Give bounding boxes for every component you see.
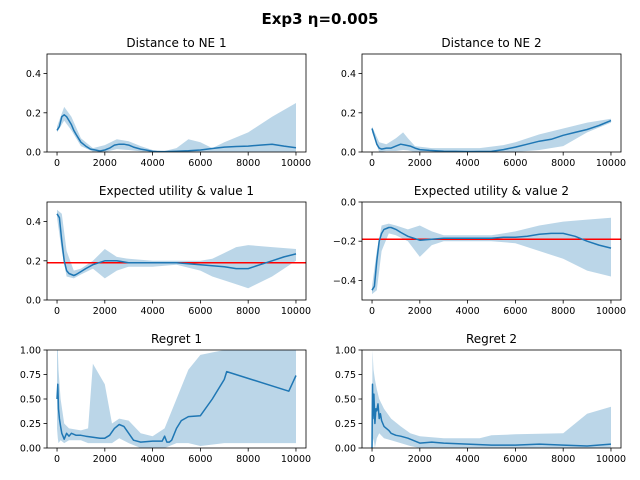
y-tick-label: 0.4 bbox=[341, 69, 356, 80]
subplot-4: 0 2000 4000 6000 8000 10000 −0.4 −0.2 0.0 Expecte… bbox=[333, 184, 626, 317]
x-tick-label: 0 bbox=[54, 158, 60, 169]
confidence-band bbox=[57, 103, 296, 152]
x-tick-label: 10000 bbox=[596, 306, 626, 317]
x-tick-label: 2000 bbox=[93, 454, 117, 465]
y-tick-label: 0.00 bbox=[20, 444, 41, 455]
subplot-title: Expected utility & value 2 bbox=[414, 184, 569, 198]
x-tick-label: 4000 bbox=[141, 158, 165, 169]
x-tick-label: 2000 bbox=[408, 454, 432, 465]
x-tick-label: 8000 bbox=[236, 158, 260, 169]
x-tick-label: 4000 bbox=[456, 454, 480, 465]
x-tick-label: 8000 bbox=[236, 454, 260, 465]
x-tick-label: 10000 bbox=[596, 454, 626, 465]
figure-title: Exp3 η=0.005 bbox=[261, 10, 378, 28]
confidence-band bbox=[372, 350, 611, 448]
y-tick-label: 0.2 bbox=[26, 108, 41, 119]
x-tick-label: 0 bbox=[369, 158, 375, 169]
series-line-mean bbox=[56, 213, 297, 277]
y-tick-label: −0.4 bbox=[333, 276, 356, 287]
y-tick-label: 1.00 bbox=[335, 346, 356, 357]
x-tick-label: 6000 bbox=[188, 454, 212, 465]
y-tick-label: 0.75 bbox=[335, 370, 356, 381]
confidence-band bbox=[372, 118, 611, 152]
x-tick-label: 2000 bbox=[93, 306, 117, 317]
series-line-mean bbox=[56, 114, 297, 152]
x-tick-label: 10000 bbox=[596, 158, 626, 169]
confidence-band bbox=[57, 209, 296, 289]
subplot-5: 0 2000 4000 6000 8000 10000 0.00 0.25 0.50 0.75 1.… bbox=[20, 332, 311, 465]
y-tick-label: 0.00 bbox=[335, 444, 356, 455]
x-tick-label: 6000 bbox=[503, 306, 527, 317]
x-tick-label: 6000 bbox=[188, 158, 212, 169]
y-tick-label: 0.50 bbox=[335, 395, 356, 406]
series-line-mean bbox=[56, 370, 297, 443]
x-tick-label: 8000 bbox=[236, 306, 260, 317]
subplot-title: Regret 2 bbox=[466, 332, 517, 346]
x-tick-label: 4000 bbox=[141, 306, 165, 317]
x-tick-label: 2000 bbox=[93, 158, 117, 169]
subplot-3: 0 2000 4000 6000 8000 10000 0.0 0.2 0.4 Expected … bbox=[26, 184, 311, 317]
axes-frame bbox=[361, 201, 622, 301]
x-tick-label: 6000 bbox=[503, 454, 527, 465]
y-tick-label: 0.25 bbox=[20, 419, 41, 430]
y-tick-label: 0.4 bbox=[26, 217, 41, 228]
confidence-band bbox=[57, 350, 296, 448]
axes-frame bbox=[46, 53, 307, 153]
subplot-title: Distance to NE 1 bbox=[126, 36, 226, 50]
subplot-6: 0 2000 4000 6000 8000 10000 0.00 0.25 0.50 0.75 1.… bbox=[335, 332, 626, 465]
y-tick-label: −0.2 bbox=[333, 237, 356, 248]
x-tick-label: 10000 bbox=[281, 306, 311, 317]
y-tick-label: 0.0 bbox=[26, 148, 41, 159]
axes-frame bbox=[361, 53, 622, 153]
x-tick-label: 8000 bbox=[551, 158, 575, 169]
y-tick-label: 0.4 bbox=[26, 69, 41, 80]
y-tick-label: 0.50 bbox=[20, 395, 41, 406]
y-tick-label: 0.0 bbox=[341, 198, 356, 209]
x-tick-label: 2000 bbox=[408, 158, 432, 169]
y-tick-label: 0.75 bbox=[20, 370, 41, 381]
subplot-2: 0 2000 4000 6000 8000 10000 0.0 0.2 0.4 Distance … bbox=[341, 36, 626, 169]
series-line-mean bbox=[371, 226, 612, 291]
subplot-title: Distance to NE 2 bbox=[441, 36, 541, 50]
x-tick-label: 10000 bbox=[281, 158, 311, 169]
x-tick-label: 8000 bbox=[551, 306, 575, 317]
series-line-mean bbox=[371, 119, 612, 152]
y-tick-label: 0.2 bbox=[341, 108, 356, 119]
x-tick-label: 0 bbox=[369, 454, 375, 465]
x-tick-label: 8000 bbox=[551, 454, 575, 465]
y-tick-label: 0.25 bbox=[335, 419, 356, 430]
x-tick-label: 6000 bbox=[503, 158, 527, 169]
y-tick-label: 0.2 bbox=[26, 256, 41, 267]
x-tick-label: 4000 bbox=[141, 454, 165, 465]
x-tick-label: 0 bbox=[54, 454, 60, 465]
subplot-title: Expected utility & value 1 bbox=[99, 184, 254, 198]
y-tick-label: 0.0 bbox=[341, 148, 356, 159]
series-line-mean bbox=[371, 383, 612, 448]
y-tick-label: 1.00 bbox=[20, 346, 41, 357]
x-tick-label: 4000 bbox=[456, 306, 480, 317]
x-tick-label: 10000 bbox=[281, 454, 311, 465]
x-tick-label: 2000 bbox=[408, 306, 432, 317]
x-tick-label: 4000 bbox=[456, 158, 480, 169]
x-tick-label: 0 bbox=[369, 306, 375, 317]
x-tick-label: 0 bbox=[54, 306, 60, 317]
x-tick-label: 6000 bbox=[188, 306, 212, 317]
subplot-1: 0 2000 4000 6000 8000 10000 0.0 0.2 0.4 Distance … bbox=[26, 36, 311, 169]
y-tick-label: 0.0 bbox=[26, 296, 41, 307]
subplot-title: Regret 1 bbox=[151, 332, 202, 346]
confidence-band bbox=[372, 217, 611, 295]
axes-frame bbox=[46, 201, 307, 301]
